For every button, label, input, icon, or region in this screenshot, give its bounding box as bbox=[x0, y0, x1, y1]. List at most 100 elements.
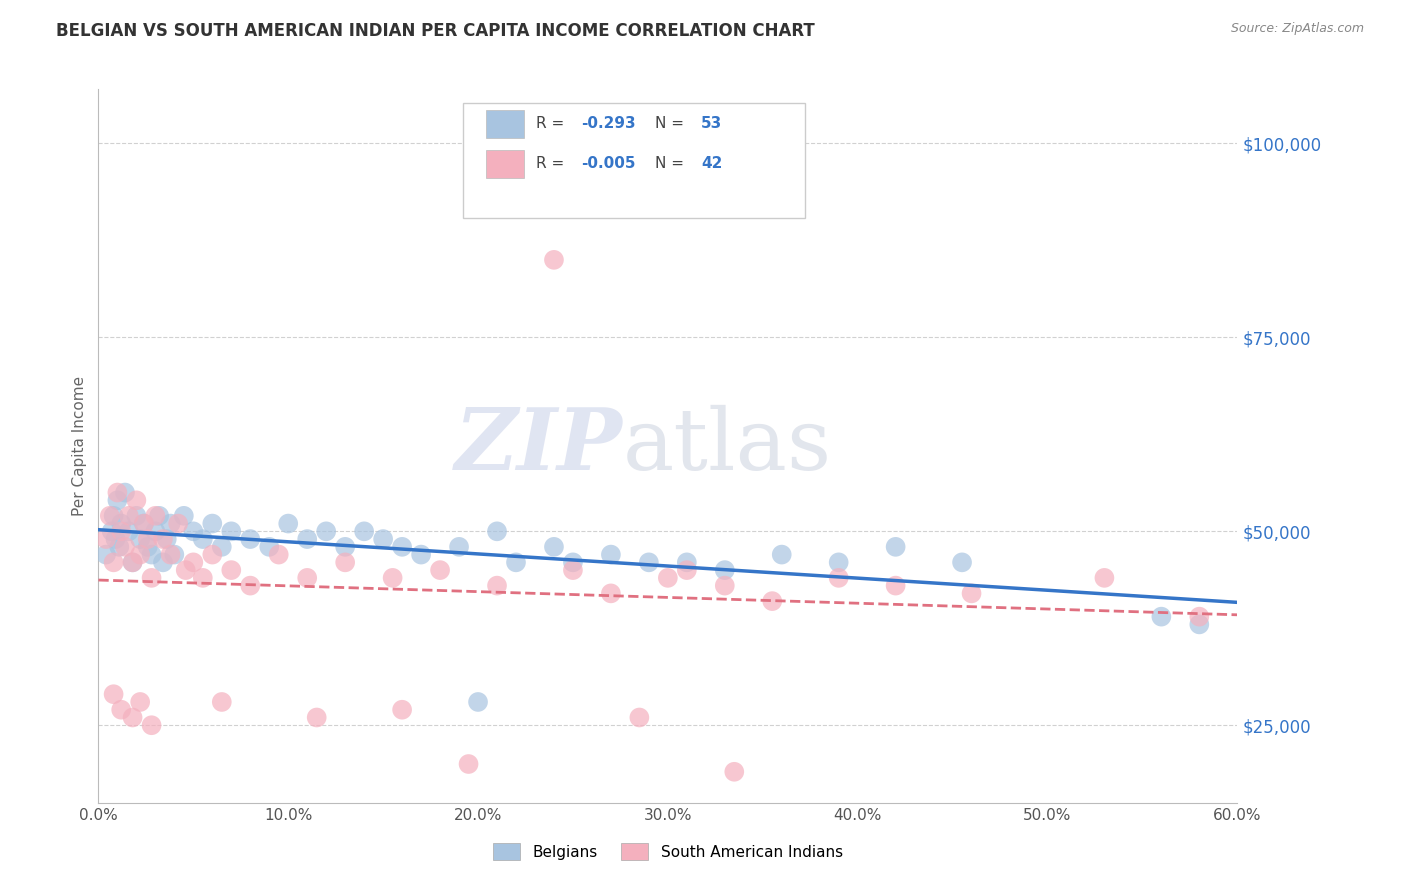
Point bbox=[371, 532, 394, 546]
Point bbox=[129, 548, 152, 562]
Point bbox=[714, 563, 737, 577]
Point bbox=[1188, 617, 1211, 632]
Text: N =: N = bbox=[655, 116, 689, 131]
Point bbox=[107, 493, 129, 508]
FancyBboxPatch shape bbox=[463, 103, 804, 218]
Point bbox=[129, 532, 152, 546]
Point bbox=[108, 540, 131, 554]
Point bbox=[145, 508, 167, 523]
Point bbox=[411, 548, 433, 562]
Point bbox=[297, 532, 319, 546]
Point bbox=[267, 548, 290, 562]
Point bbox=[429, 563, 451, 577]
Point bbox=[1094, 571, 1116, 585]
Text: 42: 42 bbox=[700, 156, 723, 171]
Point bbox=[884, 579, 907, 593]
Point bbox=[107, 485, 129, 500]
Point bbox=[486, 579, 509, 593]
Point bbox=[761, 594, 783, 608]
Point bbox=[335, 540, 357, 554]
Point bbox=[1188, 609, 1211, 624]
Point bbox=[110, 516, 132, 531]
Point bbox=[239, 532, 262, 546]
Point bbox=[132, 516, 155, 531]
Point bbox=[136, 540, 159, 554]
Point bbox=[543, 252, 565, 267]
Point bbox=[884, 540, 907, 554]
Point bbox=[163, 548, 186, 562]
Point bbox=[129, 695, 152, 709]
Point bbox=[449, 540, 471, 554]
Point bbox=[191, 571, 214, 585]
Point bbox=[467, 695, 489, 709]
Point bbox=[211, 540, 233, 554]
Point bbox=[132, 516, 155, 531]
Point bbox=[110, 703, 132, 717]
Point bbox=[174, 563, 197, 577]
Point bbox=[201, 516, 224, 531]
Point bbox=[638, 555, 661, 569]
Text: BELGIAN VS SOUTH AMERICAN INDIAN PER CAPITA INCOME CORRELATION CHART: BELGIAN VS SOUTH AMERICAN INDIAN PER CAP… bbox=[56, 22, 815, 40]
Point bbox=[94, 532, 117, 546]
Point bbox=[201, 548, 224, 562]
Point bbox=[676, 563, 699, 577]
Point bbox=[159, 548, 181, 562]
Point bbox=[104, 532, 127, 546]
Point bbox=[239, 579, 262, 593]
Point bbox=[141, 548, 163, 562]
Point bbox=[94, 548, 117, 562]
Legend: Belgians, South American Indians: Belgians, South American Indians bbox=[486, 837, 849, 866]
Point bbox=[145, 524, 167, 539]
Point bbox=[600, 586, 623, 600]
Point bbox=[335, 555, 357, 569]
Point bbox=[221, 563, 243, 577]
Point bbox=[103, 555, 125, 569]
Point bbox=[562, 555, 585, 569]
Point bbox=[156, 532, 179, 546]
Text: ZIP: ZIP bbox=[454, 404, 623, 488]
Point bbox=[960, 586, 983, 600]
Point bbox=[221, 524, 243, 539]
Point bbox=[118, 508, 141, 523]
Point bbox=[114, 540, 136, 554]
Point bbox=[770, 548, 793, 562]
Point bbox=[353, 524, 375, 539]
Point bbox=[828, 555, 851, 569]
Point bbox=[277, 516, 299, 531]
Point bbox=[183, 555, 205, 569]
Point bbox=[259, 540, 281, 554]
Point bbox=[118, 524, 141, 539]
Point bbox=[148, 508, 170, 523]
Text: N =: N = bbox=[655, 156, 689, 171]
Point bbox=[152, 555, 174, 569]
Point bbox=[159, 516, 181, 531]
Point bbox=[305, 710, 328, 724]
Point bbox=[121, 555, 143, 569]
FancyBboxPatch shape bbox=[485, 110, 524, 137]
Point bbox=[950, 555, 973, 569]
Point bbox=[505, 555, 527, 569]
Point bbox=[125, 493, 148, 508]
Point bbox=[103, 508, 125, 523]
Point bbox=[152, 532, 174, 546]
Text: 53: 53 bbox=[700, 116, 723, 131]
Point bbox=[183, 524, 205, 539]
Point bbox=[191, 532, 214, 546]
Text: -0.293: -0.293 bbox=[581, 116, 636, 131]
Point bbox=[1150, 609, 1173, 624]
Point bbox=[391, 540, 413, 554]
Point bbox=[315, 524, 337, 539]
Point bbox=[381, 571, 404, 585]
Point bbox=[297, 571, 319, 585]
Point bbox=[141, 571, 163, 585]
Point bbox=[600, 548, 623, 562]
Point bbox=[121, 555, 143, 569]
Y-axis label: Per Capita Income: Per Capita Income bbox=[72, 376, 87, 516]
Point bbox=[543, 540, 565, 554]
Text: R =: R = bbox=[536, 156, 569, 171]
Point bbox=[676, 555, 699, 569]
Point bbox=[136, 532, 159, 546]
Point bbox=[391, 703, 413, 717]
Point bbox=[562, 563, 585, 577]
Point bbox=[167, 516, 190, 531]
